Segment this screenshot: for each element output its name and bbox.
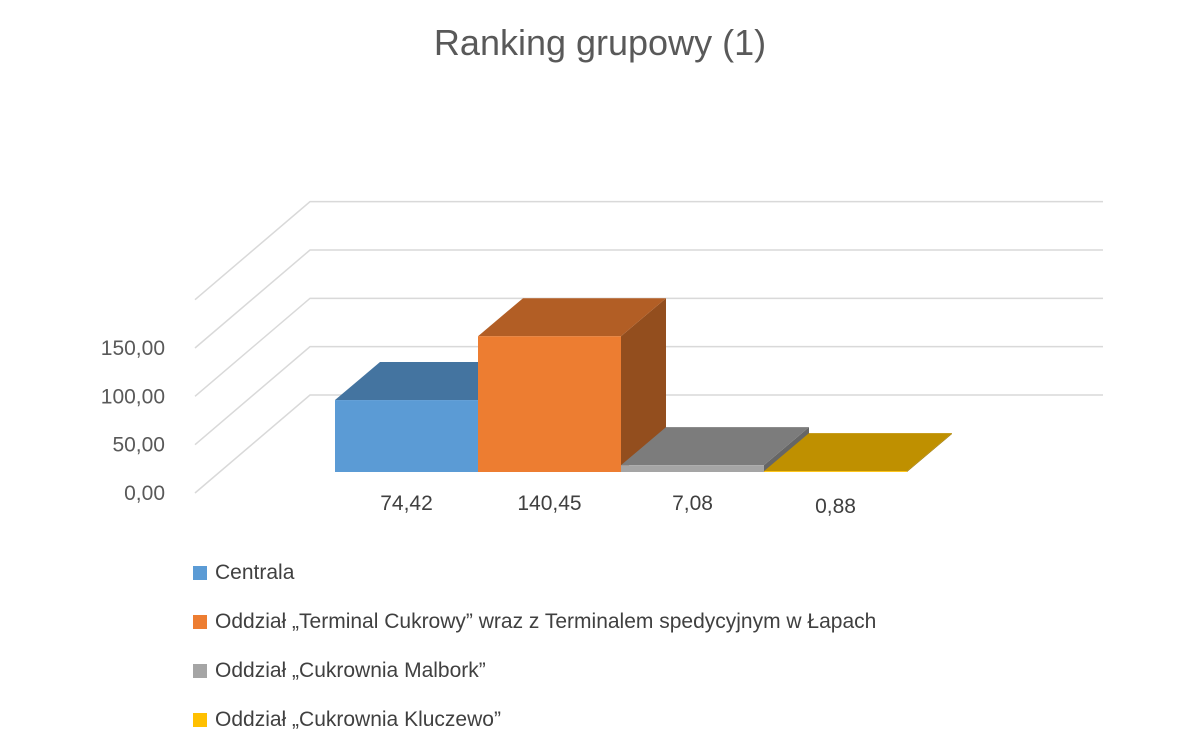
legend-item: Oddział „Terminal Cukrowy” wraz z Termin… (193, 597, 876, 646)
gridline (194, 200, 1103, 301)
bar-top (621, 427, 809, 466)
legend-swatch (193, 663, 207, 678)
bar-front (764, 471, 907, 472)
legend-label: Oddział „Terminal Cukrowy” wraz z Termin… (215, 609, 877, 633)
gridline (194, 249, 1103, 349)
bar-front (335, 400, 478, 472)
chart-title: Ranking grupowy (1) (433, 22, 767, 63)
data-label: 0,88 (815, 495, 856, 518)
legend-item: Oddział „Cukrownia Kluczewo” (193, 695, 876, 744)
bar (764, 433, 952, 472)
legend-swatch (193, 614, 207, 629)
data-label: 7,08 (672, 492, 713, 515)
data-label: 74,42 (380, 492, 433, 515)
y-tick-label: 100,00 (101, 385, 165, 408)
bar-top (764, 433, 952, 472)
legend-label: Centrala (215, 560, 295, 584)
bar-top (335, 362, 523, 401)
bar-side (621, 298, 666, 472)
data-label: 140,45 (517, 492, 581, 515)
legend-swatch (193, 565, 207, 580)
gridline (194, 345, 1103, 446)
legend-swatch (193, 712, 207, 727)
gridline (194, 297, 1103, 397)
bar-front (621, 465, 764, 472)
bar-side (907, 433, 952, 472)
data-labels: 74,42 140,45 7,08 0,88 (380, 492, 856, 518)
bar (478, 298, 666, 472)
y-axis-ticks: 0,00 50,00 100,00 150,00 (101, 337, 165, 505)
gridline (194, 394, 1103, 494)
y-tick-label: 150,00 (101, 337, 165, 360)
bar (621, 427, 809, 472)
legend: Centrala Oddział „Terminal Cukrowy” wraz … (193, 548, 876, 744)
chart-plot: 0,00 50,00 100,00 150,00 74,42 140,45 7,08 0,8… (101, 200, 1103, 518)
legend-item: Oddział „Cukrownia Malbork” (193, 646, 876, 695)
bar-side (764, 427, 809, 472)
bar-front (478, 336, 621, 472)
y-tick-label: 50,00 (112, 434, 165, 457)
legend-item: Centrala (193, 548, 876, 597)
bar-top (478, 298, 666, 337)
legend-label: Oddział „Cukrownia Kluczewo” (215, 707, 501, 731)
legend-label: Oddział „Cukrownia Malbork” (215, 658, 486, 682)
y-tick-label: 0,00 (124, 482, 165, 505)
gridlines (194, 200, 1103, 494)
bars (335, 298, 952, 472)
